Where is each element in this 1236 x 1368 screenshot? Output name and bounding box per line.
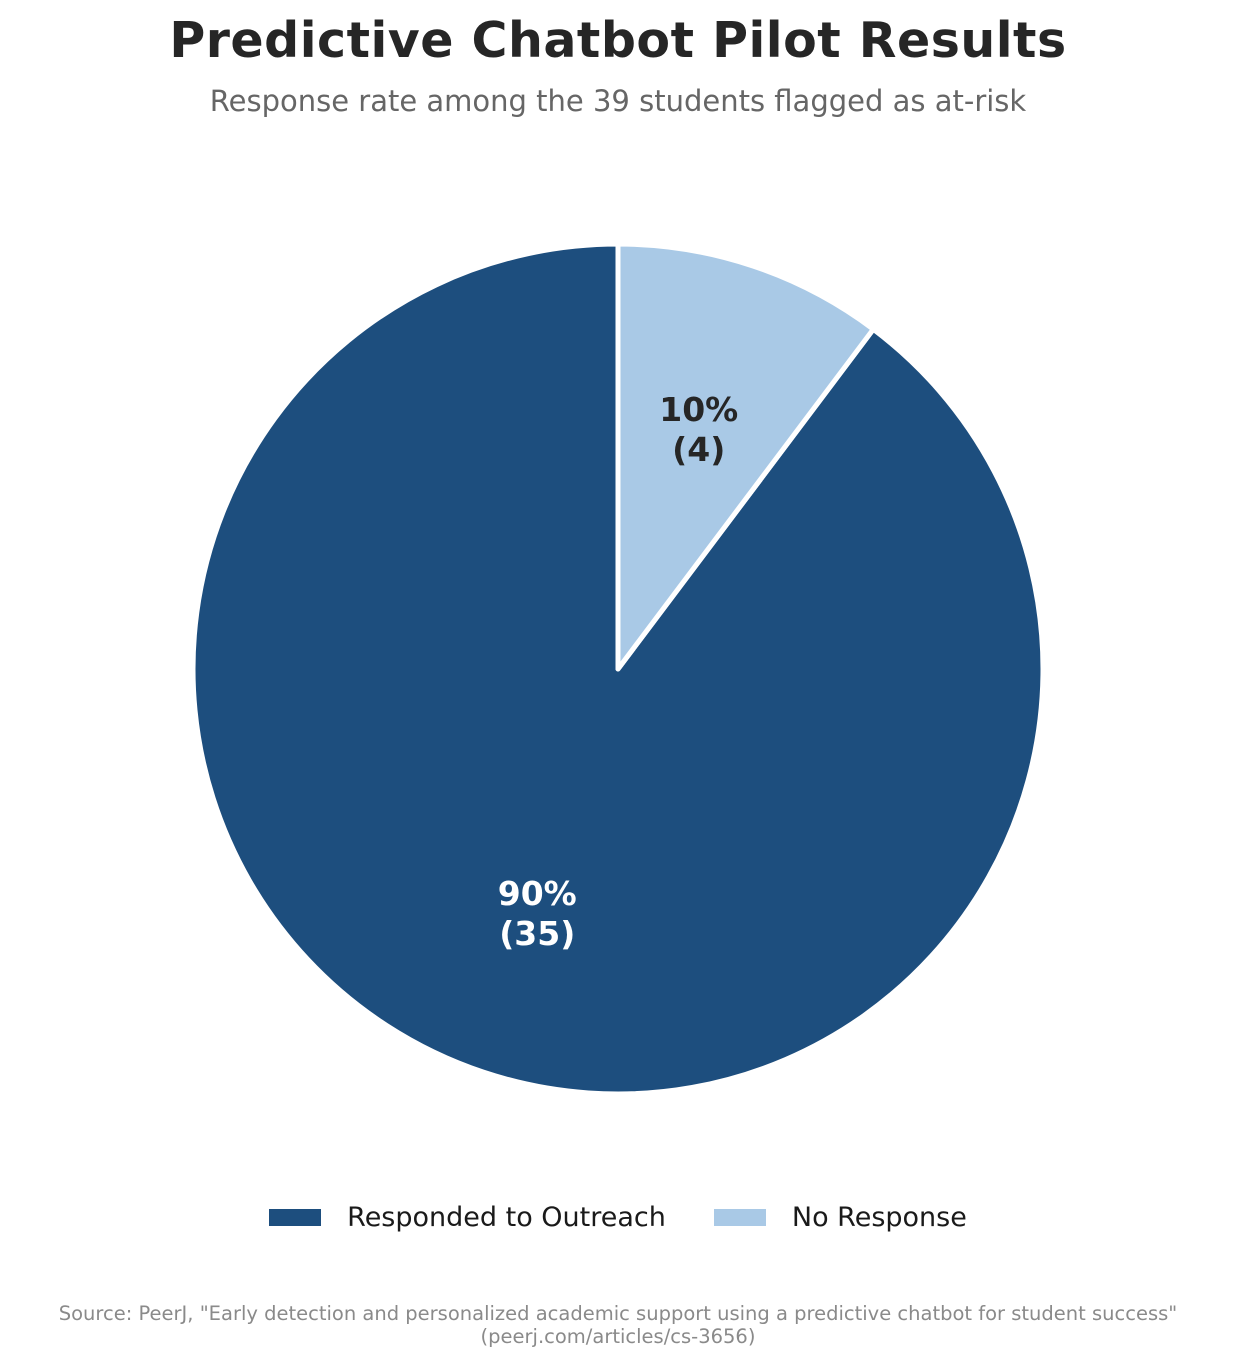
legend-item-responded: Responded to Outreach (269, 1202, 666, 1233)
slice-count-responded: (35) (499, 914, 575, 953)
source-note: Source: PeerJ, "Early detection and pers… (0, 1302, 1236, 1348)
source-line-2: (peerj.com/articles/cs-3656) (480, 1325, 756, 1348)
slice-percent-responded: 90% (498, 874, 577, 913)
slice-label-responded: 90% (35) (498, 874, 577, 953)
slice-count-no-response: (4) (672, 430, 725, 469)
pie-slice-no-response (615, 241, 876, 672)
legend-item-no-response: No Response (713, 1202, 967, 1233)
legend-swatch-responded (269, 1209, 322, 1226)
slice-label-no-response: 10% (4) (659, 390, 738, 469)
slice-percent-no-response: 10% (659, 390, 738, 429)
chart-title: Predictive Chatbot Pilot Results (169, 12, 1067, 69)
legend-label-responded: Responded to Outreach (347, 1202, 666, 1233)
pie-chart: 90% (35) 10% (4) (192, 241, 1043, 1094)
chart-legend: Responded to Outreach No Response (0, 1202, 1236, 1233)
source-line-1: Source: PeerJ, "Early detection and pers… (58, 1302, 1178, 1325)
chart-subtitle: Response rate among the 39 students flag… (209, 84, 1027, 118)
legend-swatch-no-response (713, 1209, 766, 1226)
legend-label-no-response: No Response (791, 1202, 967, 1233)
